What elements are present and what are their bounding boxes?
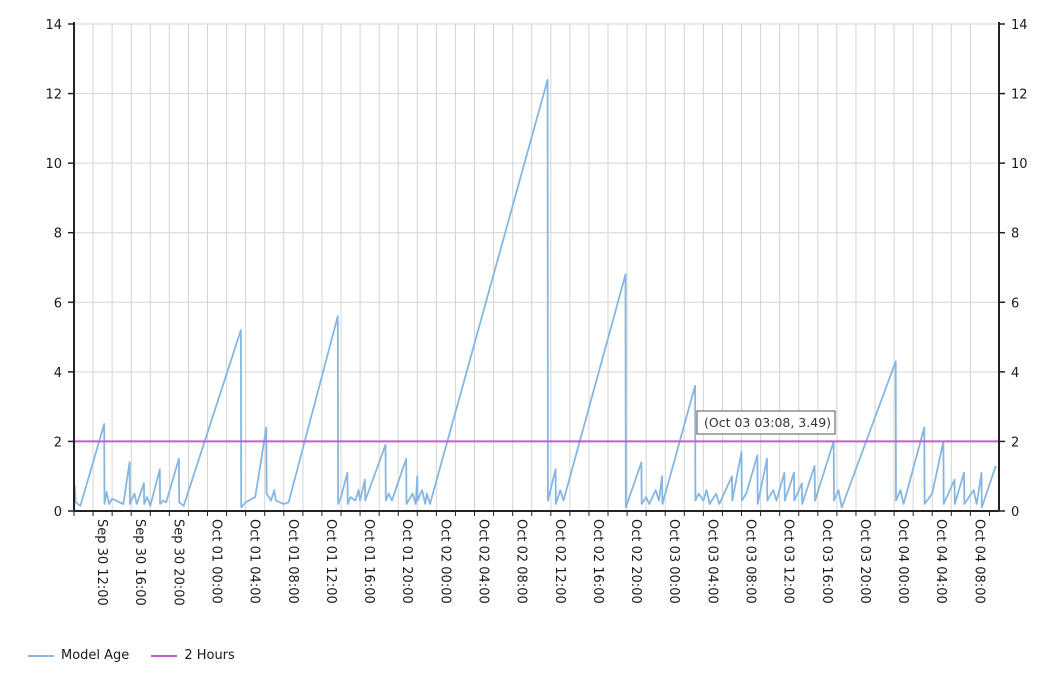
- legend-label-2-hours: 2 Hours: [184, 648, 235, 663]
- tooltip-box: [696, 410, 836, 435]
- x-tick-label: Oct 01 12:00: [323, 519, 338, 604]
- x-tick-label: Oct 03 04:00: [704, 519, 719, 604]
- y-tick-label-right: 10: [1011, 157, 1028, 172]
- tooltip-text: (Oct 03 03:08, 3.49): [704, 415, 831, 430]
- y-tick-label-right: 8: [1011, 227, 1019, 242]
- y-tick-label-right: 6: [1011, 296, 1019, 311]
- x-tick-label: Oct 01 08:00: [285, 519, 300, 604]
- x-tick-label: Oct 01 00:00: [209, 519, 224, 604]
- tooltip: (Oct 03 03:08, 3.49): [696, 410, 836, 435]
- x-tick-label: Sep 30 20:00: [170, 519, 185, 606]
- line-chart: 0 0 2 2 4 4 6 6 8 8 10 10 12 12 14 14 Sep 30 12:00 Sep 30…: [45, 18, 1027, 606]
- x-tick-label: Oct 01 16:00: [361, 519, 376, 604]
- x-tick-label: Sep 30 16:00: [132, 519, 147, 606]
- y-tick-label-left: 14: [45, 18, 62, 33]
- x-tick-label: Oct 03 20:00: [857, 519, 872, 604]
- series-line-model-age: [73, 78, 997, 509]
- x-tick-label: Oct 04 00:00: [895, 519, 910, 604]
- x-tick-label: Oct 02 08:00: [514, 519, 529, 604]
- grid: [74, 23, 999, 511]
- x-tick-label: Oct 04 08:00: [971, 519, 986, 604]
- x-tick-label: Oct 02 20:00: [628, 519, 643, 604]
- y-tick-label-left: 2: [54, 435, 62, 450]
- x-tick-label: Oct 02 04:00: [476, 519, 491, 604]
- y-tick-label-left: 8: [54, 227, 62, 242]
- y-tick-label-left: 4: [54, 366, 62, 381]
- x-tick-label: Oct 02 00:00: [437, 519, 452, 604]
- series-layer: [73, 78, 999, 509]
- y-tick-label-left: 0: [54, 505, 62, 520]
- x-tick-label: Oct 02 12:00: [552, 519, 567, 604]
- y-tick-label-right: 0: [1011, 505, 1019, 520]
- x-tick-label: Oct 03 08:00: [743, 519, 758, 604]
- legend-swatch-2-hours: [151, 654, 178, 657]
- x-tick-label: Oct 04 04:00: [933, 519, 948, 604]
- legend-item-model-age: Model Age: [28, 648, 129, 663]
- x-tick-label: Oct 01 20:00: [399, 519, 414, 604]
- axes: 0 0 2 2 4 4 6 6 8 8 10 10 12 12 14 14 Sep 30 12:00 Sep 30…: [45, 18, 1027, 606]
- y-tick-label-right: 12: [1011, 88, 1028, 103]
- x-tick-label: Oct 01 04:00: [247, 519, 262, 604]
- x-tick-label: Oct 03 12:00: [781, 519, 796, 604]
- y-tick-label-left: 12: [45, 88, 62, 103]
- y-tick-label-left: 10: [45, 157, 62, 172]
- y-tick-label-right: 4: [1011, 366, 1019, 381]
- legend: Model Age 2 Hours: [28, 648, 257, 663]
- legend-item-2-hours: 2 Hours: [151, 648, 235, 663]
- x-tick-label: Sep 30 12:00: [94, 519, 109, 606]
- y-tick-label-right: 14: [1011, 18, 1028, 33]
- legend-swatch-model-age: [28, 654, 54, 657]
- y-tick-label-left: 6: [54, 296, 62, 311]
- x-tick-label: Oct 03 16:00: [819, 519, 834, 604]
- x-tick-label: Oct 02 16:00: [590, 519, 605, 604]
- x-tick-label: Oct 03 00:00: [666, 519, 681, 604]
- legend-label-model-age: Model Age: [61, 648, 130, 663]
- y-tick-label-right: 2: [1011, 435, 1019, 450]
